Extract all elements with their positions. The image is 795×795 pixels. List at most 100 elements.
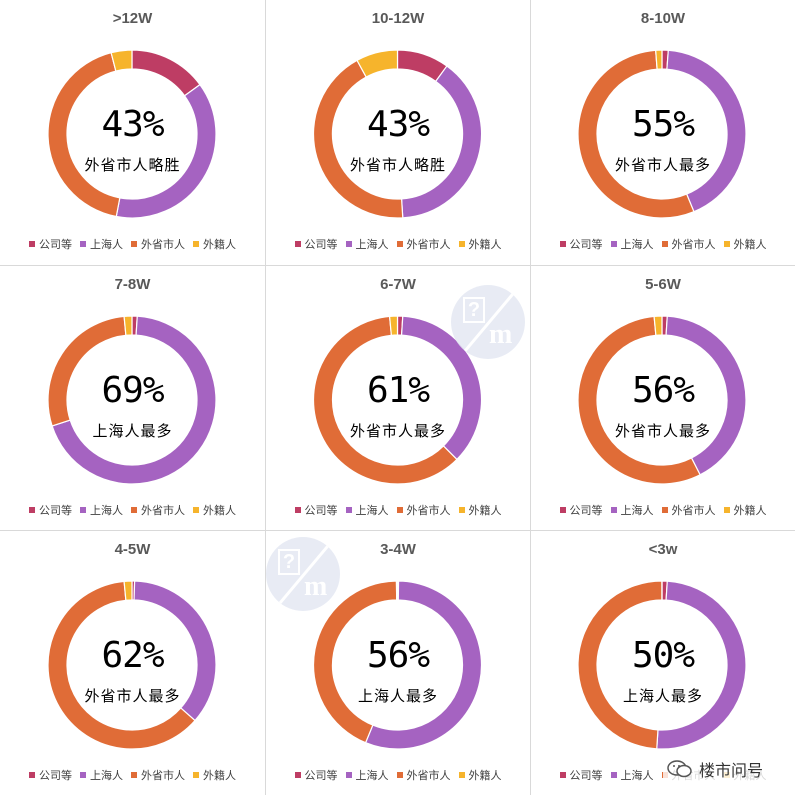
donut-chart <box>577 580 747 750</box>
donut-slice-foreign <box>356 49 399 78</box>
chart-title: 6-7W <box>380 276 416 293</box>
legend-item-shanghai: 上海人 <box>610 236 654 252</box>
chart-title: 7-8W <box>114 276 151 293</box>
donut-slice-foreign <box>653 315 663 336</box>
legend-swatch <box>193 772 199 778</box>
legend-label: 公司等 <box>304 769 338 782</box>
legend-item-foreign: 外籍人 <box>458 502 502 518</box>
chart-title: 10-12W <box>371 10 425 27</box>
chart-legend: 公司等 上海人 外省市人 外籍人 <box>0 236 265 252</box>
legend-label: 外省市人 <box>671 238 716 251</box>
legend-swatch <box>559 241 566 247</box>
center-label: 外省市人最多 <box>614 422 711 440</box>
legend-label: 外省市人 <box>141 238 185 251</box>
legend-swatch <box>294 507 301 513</box>
donut-chart-cell: 10-12W 43% 外省市人略胜 公司等 上海人 外省市人 外籍人 <box>266 0 531 266</box>
legend-swatch <box>80 241 86 247</box>
center-label: 外省市人最多 <box>349 422 446 440</box>
legend-item-company: 公司等 <box>29 502 72 518</box>
chart-legend: 公司等 上海人 外省市人 外籍人 <box>266 502 530 518</box>
legend-item-out-of-province: 外省市人 <box>396 767 451 783</box>
legend-swatch <box>345 772 352 778</box>
donut-slice-foreign <box>388 315 399 336</box>
center-percentage: 55% <box>631 104 695 145</box>
donut-slice-shanghai <box>51 315 217 485</box>
chart-title: 4-5W <box>114 541 151 558</box>
legend-item-company: 公司等 <box>559 236 603 252</box>
legend-swatch <box>294 241 301 247</box>
legend-swatch <box>661 507 668 513</box>
legend-swatch <box>29 507 35 513</box>
legend-swatch <box>29 772 35 778</box>
chart-title: 3-4W <box>380 541 416 558</box>
legend-item-company: 公司等 <box>559 767 603 783</box>
chart-legend: 公司等 上海人 外省市人 外籍人 <box>266 236 530 252</box>
legend-item-foreign: 外籍人 <box>193 236 236 252</box>
center-label: 外省市人最多 <box>614 156 711 174</box>
legend-item-foreign: 外籍人 <box>458 236 502 252</box>
legend-item-shanghai: 上海人 <box>80 502 123 518</box>
legend-swatch <box>723 507 730 513</box>
center-label: 外省市人略胜 <box>84 156 181 174</box>
center-label: 外省市人最多 <box>84 687 181 705</box>
legend-item-company: 公司等 <box>294 502 338 518</box>
legend-swatch <box>396 772 403 778</box>
donut-chart-cell: 3-4W 56% 上海人最多 公司等 上海人 外省市人 外籍人 <box>266 531 531 795</box>
center-percentage: 50% <box>631 635 695 676</box>
legend-item-company: 公司等 <box>294 767 338 783</box>
center-label: 上海人最多 <box>92 422 173 440</box>
legend-item-foreign: 外籍人 <box>723 502 767 518</box>
legend-swatch <box>396 507 403 513</box>
donut-chart <box>47 315 217 485</box>
legend-item-out-of-province: 外省市人 <box>396 502 451 518</box>
donut-chart <box>47 580 217 750</box>
center-percentage: 61% <box>366 370 430 411</box>
legend-item-shanghai: 上海人 <box>610 502 654 518</box>
legend-item-out-of-province: 外省市人 <box>661 236 716 252</box>
legend-label: 外省市人 <box>671 504 716 517</box>
legend-swatch <box>131 507 137 513</box>
donut-chart <box>577 49 747 219</box>
legend-swatch <box>458 507 465 513</box>
donut-slice-foreign <box>110 49 133 72</box>
donut-slice-company <box>131 49 201 97</box>
chart-title: >12W <box>112 10 153 27</box>
legend-item-out-of-province: 外省市人 <box>661 502 716 518</box>
legend-swatch <box>80 507 86 513</box>
legend-swatch <box>396 241 403 247</box>
legend-label: 外籍人 <box>203 504 236 517</box>
legend-label: 上海人 <box>620 504 654 517</box>
legend-label: 上海人 <box>90 504 123 517</box>
center-percentage: 56% <box>631 370 695 411</box>
legend-item-company: 公司等 <box>294 236 338 252</box>
chart-title: 8-10W <box>640 10 686 27</box>
chart-title: <3w <box>648 541 678 558</box>
legend-item-out-of-province: 外省市人 <box>131 767 185 783</box>
legend-label: 外籍人 <box>468 769 502 782</box>
legend-label: 外省市人 <box>141 769 185 782</box>
legend-label: 上海人 <box>355 769 389 782</box>
donut-slice-out-of-province <box>47 580 196 750</box>
legend-swatch <box>458 241 465 247</box>
legend-swatch <box>29 241 35 247</box>
donut-slice-out-of-province <box>312 315 458 485</box>
legend-swatch <box>131 772 137 778</box>
donut-chart <box>312 49 483 219</box>
footer-brand: 楼市问号 <box>663 757 768 781</box>
legend-item-company: 公司等 <box>29 236 72 252</box>
legend-swatch <box>661 241 668 247</box>
legend-label: 上海人 <box>90 238 123 251</box>
legend-label: 公司等 <box>569 504 603 517</box>
donut-slice-foreign <box>123 315 133 336</box>
legend-item-foreign: 外籍人 <box>458 767 502 783</box>
center-percentage: 62% <box>101 635 164 676</box>
legend-label: 上海人 <box>355 238 389 251</box>
legend-label: 外省市人 <box>406 769 451 782</box>
legend-item-out-of-province: 外省市人 <box>131 236 185 252</box>
center-percentage: 43% <box>101 104 164 145</box>
donut-chart-cell: 4-5W 62% 外省市人最多 公司等 上海人 外省市人 外籍人 <box>0 531 266 795</box>
legend-swatch <box>131 241 137 247</box>
legend-item-foreign: 外籍人 <box>723 236 767 252</box>
chart-legend: 公司等 上海人 外省市人 外籍人 <box>266 767 530 783</box>
legend-swatch <box>610 507 617 513</box>
